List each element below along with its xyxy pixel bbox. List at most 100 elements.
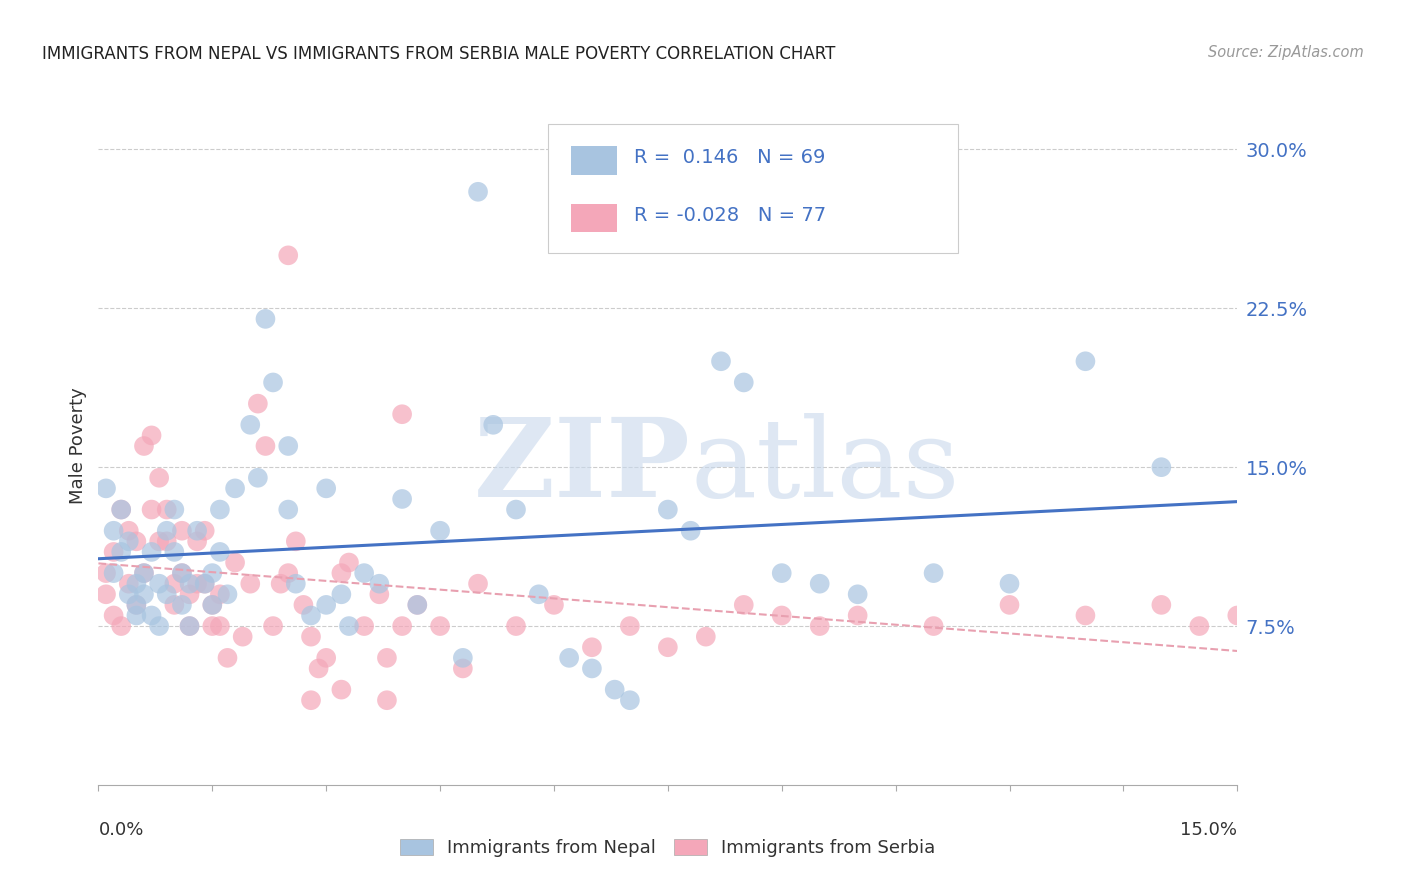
Point — [315, 598, 337, 612]
Point — [125, 576, 148, 591]
Point — [1226, 608, 1249, 623]
Point — [163, 598, 186, 612]
Point — [391, 491, 413, 506]
Point — [330, 566, 353, 581]
Point — [451, 661, 474, 675]
Point — [170, 566, 193, 581]
Point — [277, 248, 299, 262]
Text: Source: ZipAtlas.com: Source: ZipAtlas.com — [1208, 45, 1364, 60]
Point — [284, 534, 307, 549]
Point — [118, 524, 141, 538]
Point — [163, 545, 186, 559]
Point — [262, 376, 284, 390]
Point — [505, 619, 527, 633]
Point — [467, 576, 489, 591]
Point — [103, 545, 125, 559]
Point — [179, 619, 201, 633]
Point — [148, 576, 170, 591]
Point — [201, 598, 224, 612]
Point — [208, 545, 231, 559]
Point — [330, 587, 353, 601]
Point — [125, 598, 148, 612]
Point — [156, 534, 179, 549]
Point — [353, 566, 375, 581]
Point — [733, 598, 755, 612]
Point — [194, 576, 217, 591]
Point — [103, 566, 125, 581]
Text: atlas: atlas — [690, 413, 960, 520]
Point — [103, 608, 125, 623]
Point — [239, 417, 262, 432]
Point — [406, 598, 429, 612]
Text: ZIP: ZIP — [474, 413, 690, 520]
Legend: Immigrants from Nepal, Immigrants from Serbia: Immigrants from Nepal, Immigrants from S… — [394, 831, 942, 864]
Point — [337, 619, 360, 633]
Point — [603, 682, 626, 697]
Point — [208, 619, 231, 633]
Point — [194, 524, 217, 538]
Point — [998, 598, 1021, 612]
Point — [292, 598, 315, 612]
Point — [217, 587, 239, 601]
Point — [375, 651, 398, 665]
Point — [733, 376, 755, 390]
Point — [846, 608, 869, 623]
Point — [125, 598, 148, 612]
Point — [224, 556, 246, 570]
Point — [148, 619, 170, 633]
Point — [770, 566, 793, 581]
Point — [110, 502, 132, 516]
Point — [103, 524, 125, 538]
FancyBboxPatch shape — [548, 124, 959, 252]
Point — [353, 619, 375, 633]
Point — [657, 502, 679, 516]
Point — [262, 619, 284, 633]
Point — [186, 534, 208, 549]
Point — [619, 619, 641, 633]
Point — [254, 312, 277, 326]
Point — [770, 608, 793, 623]
Point — [132, 439, 155, 453]
Point — [429, 619, 451, 633]
Point — [1188, 619, 1211, 633]
Point — [179, 587, 201, 601]
Point — [94, 587, 117, 601]
Point — [299, 608, 322, 623]
Point — [141, 428, 163, 442]
Point — [657, 640, 679, 655]
Text: IMMIGRANTS FROM NEPAL VS IMMIGRANTS FROM SERBIA MALE POVERTY CORRELATION CHART: IMMIGRANTS FROM NEPAL VS IMMIGRANTS FROM… — [42, 45, 835, 62]
Point — [1150, 460, 1173, 475]
Point — [148, 534, 170, 549]
Point — [998, 576, 1021, 591]
Point — [194, 576, 217, 591]
Point — [1150, 598, 1173, 612]
Point — [429, 524, 451, 538]
Point — [543, 598, 565, 612]
Point — [299, 630, 322, 644]
Point — [808, 576, 831, 591]
Point — [391, 407, 413, 421]
Text: R =  0.146   N = 69: R = 0.146 N = 69 — [634, 148, 825, 168]
Point — [201, 566, 224, 581]
Point — [277, 502, 299, 516]
Point — [170, 598, 193, 612]
Point — [110, 502, 132, 516]
Point — [246, 396, 269, 410]
Point — [1074, 354, 1097, 368]
Point — [118, 534, 141, 549]
Point — [232, 630, 254, 644]
Point — [125, 534, 148, 549]
Point — [208, 587, 231, 601]
Point — [179, 576, 201, 591]
Point — [368, 587, 391, 601]
Point — [922, 619, 945, 633]
Point — [170, 524, 193, 538]
Point — [270, 576, 292, 591]
Point — [315, 482, 337, 496]
Point — [201, 598, 224, 612]
Point — [224, 482, 246, 496]
FancyBboxPatch shape — [571, 204, 617, 233]
Point — [186, 576, 208, 591]
FancyBboxPatch shape — [571, 146, 617, 175]
Point — [846, 587, 869, 601]
